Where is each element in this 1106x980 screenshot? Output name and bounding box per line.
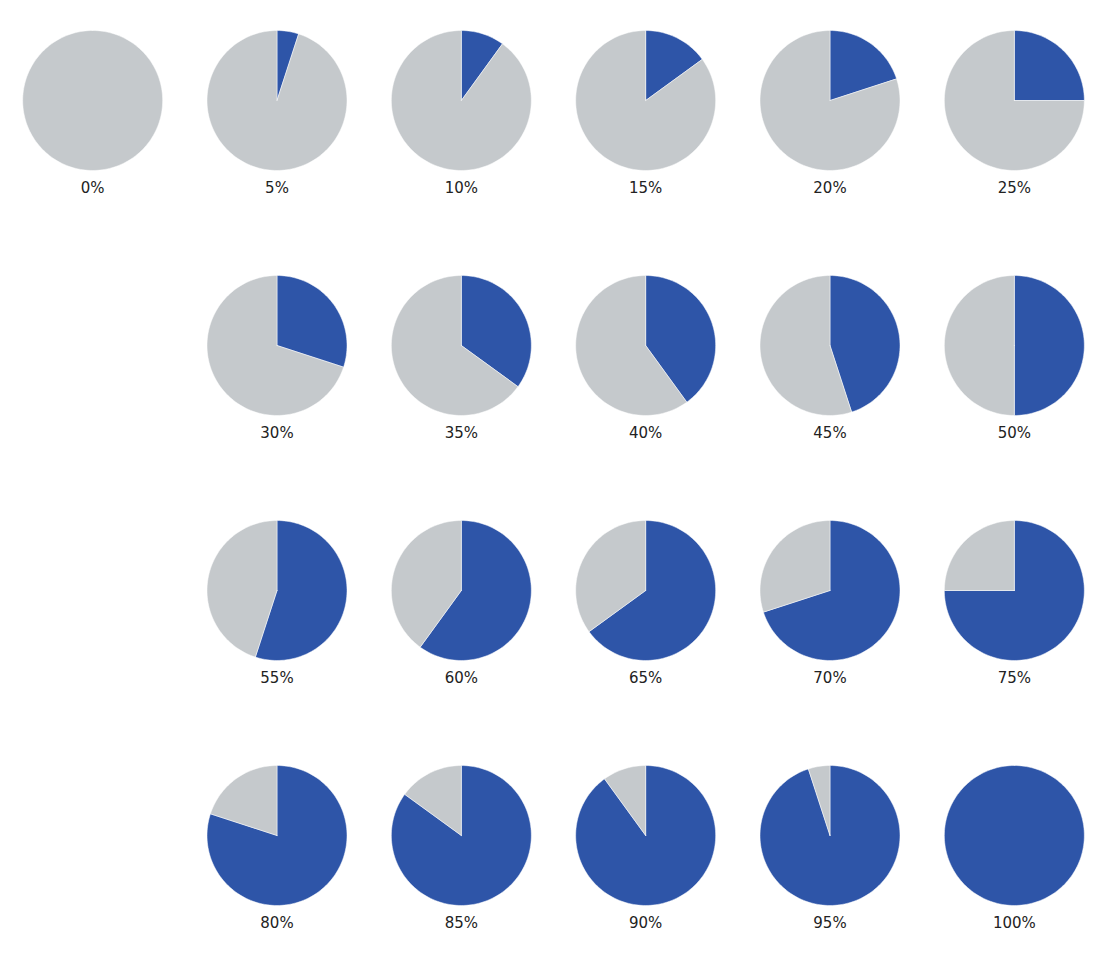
svg-text:15%: 15% [629, 179, 662, 197]
svg-text:30%: 30% [260, 424, 293, 442]
svg-text:40%: 40% [629, 424, 662, 442]
svg-text:50%: 50% [998, 424, 1031, 442]
svg-text:55%: 55% [260, 669, 293, 687]
svg-text:80%: 80% [260, 914, 293, 932]
svg-text:75%: 75% [998, 669, 1031, 687]
svg-text:90%: 90% [629, 914, 662, 932]
svg-text:25%: 25% [998, 179, 1031, 197]
svg-text:65%: 65% [629, 669, 662, 687]
svg-text:10%: 10% [445, 179, 478, 197]
svg-text:0%: 0% [81, 179, 105, 197]
svg-text:5%: 5% [265, 179, 289, 197]
svg-text:45%: 45% [813, 424, 846, 442]
svg-text:100%: 100% [993, 914, 1036, 932]
svg-text:60%: 60% [445, 669, 478, 687]
svg-text:35%: 35% [445, 424, 478, 442]
svg-text:95%: 95% [813, 914, 846, 932]
svg-text:70%: 70% [813, 669, 846, 687]
svg-text:85%: 85% [445, 914, 478, 932]
svg-text:20%: 20% [813, 179, 846, 197]
